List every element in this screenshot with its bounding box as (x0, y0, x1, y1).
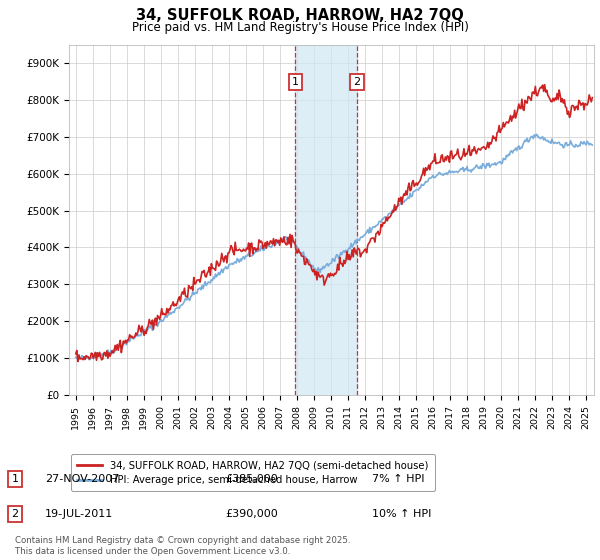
Text: 1: 1 (11, 474, 19, 484)
Text: 2: 2 (353, 77, 361, 87)
Text: 1: 1 (292, 77, 299, 87)
Text: 19-JUL-2011: 19-JUL-2011 (45, 509, 113, 519)
Text: 2: 2 (11, 509, 19, 519)
Text: 7% ↑ HPI: 7% ↑ HPI (372, 474, 425, 484)
Legend: 34, SUFFOLK ROAD, HARROW, HA2 7QQ (semi-detached house), HPI: Average price, sem: 34, SUFFOLK ROAD, HARROW, HA2 7QQ (semi-… (71, 454, 435, 491)
Text: 10% ↑ HPI: 10% ↑ HPI (372, 509, 431, 519)
Text: 27-NOV-2007: 27-NOV-2007 (45, 474, 119, 484)
Text: £390,000: £390,000 (225, 509, 278, 519)
Bar (295, 45, 357, 395)
Text: Price paid vs. HM Land Registry's House Price Index (HPI): Price paid vs. HM Land Registry's House … (131, 21, 469, 34)
Text: Contains HM Land Registry data © Crown copyright and database right 2025.
This d: Contains HM Land Registry data © Crown c… (15, 536, 350, 556)
Text: £385,000: £385,000 (225, 474, 278, 484)
Text: 34, SUFFOLK ROAD, HARROW, HA2 7QQ: 34, SUFFOLK ROAD, HARROW, HA2 7QQ (136, 8, 464, 24)
